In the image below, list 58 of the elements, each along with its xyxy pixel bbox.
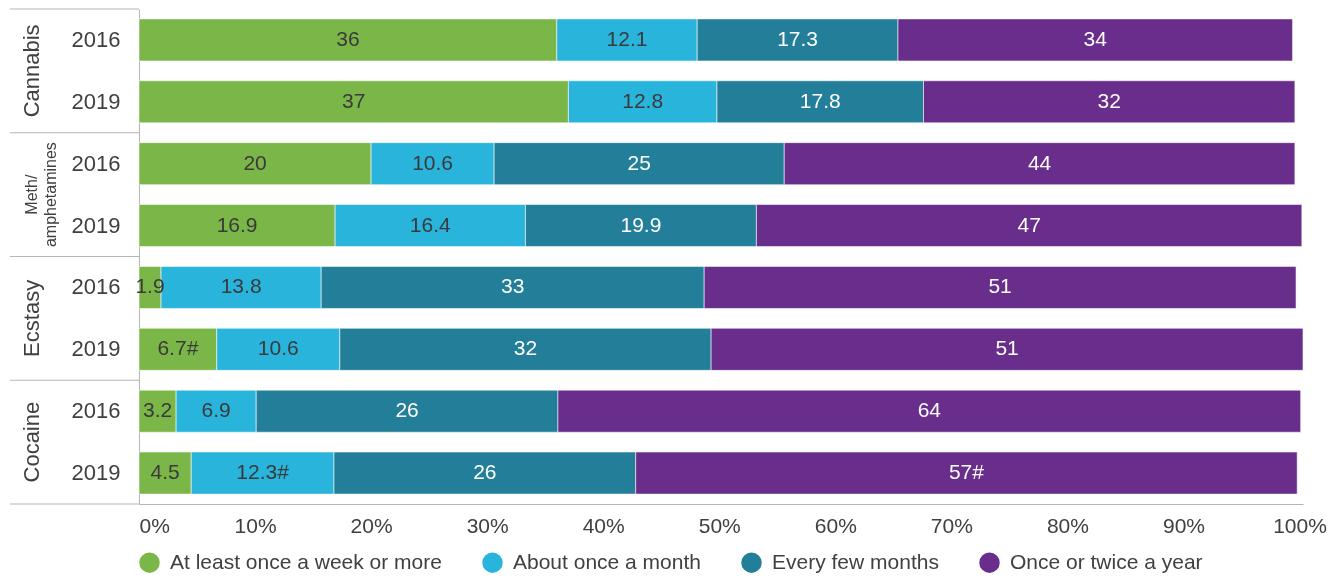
text: Cocaine — [19, 401, 44, 483]
x-tick-label: 20% — [350, 513, 393, 537]
y-tick-label: 2016 — [71, 398, 121, 424]
data-label: 25 — [627, 150, 651, 174]
data-label: 12.1 — [606, 26, 648, 50]
x-tick-label: 0% — [139, 513, 170, 537]
y-tick-label: 2019 — [71, 88, 121, 114]
data-label: 17.8 — [799, 88, 841, 112]
data-label: 12.8 — [622, 88, 664, 112]
y-tick-label: 2019 — [71, 336, 121, 362]
data-label: 3.2 — [142, 398, 173, 422]
data-label: 26 — [473, 460, 497, 484]
data-label: 44 — [1027, 150, 1052, 174]
data-label: 32 — [513, 336, 538, 360]
x-tick-label: 100% — [1273, 513, 1327, 537]
y-tick-label: 2016 — [71, 274, 121, 300]
data-label: 57# — [948, 460, 985, 484]
x-tick-label: 10% — [234, 513, 277, 537]
data-label: 34 — [1083, 26, 1108, 50]
data-label: 10.6 — [257, 336, 299, 360]
x-tick-label: 80% — [1046, 513, 1089, 537]
data-label: 64 — [917, 398, 942, 422]
data-label: 19.9 — [620, 212, 662, 236]
data-label: 10.6 — [412, 150, 454, 174]
data-label: 6.9 — [201, 398, 231, 422]
data-label: 12.3# — [236, 460, 290, 484]
x-tick-label: 50% — [698, 513, 741, 537]
data-label: 6.7# — [157, 336, 199, 360]
data-label: 32 — [1097, 88, 1121, 112]
data-label: 20 — [243, 150, 267, 174]
legend-label: Once or twice a year — [1010, 549, 1203, 573]
text: Meth/amphetamines — [23, 142, 59, 248]
y-tick-label: 2019 — [71, 212, 121, 238]
data-label: 17.3 — [777, 26, 819, 50]
legend-label: About once a month — [513, 549, 701, 573]
data-label: 37 — [342, 88, 366, 112]
x-tick-label: 60% — [814, 513, 857, 537]
data-label: 4.5 — [150, 460, 180, 484]
x-tick-label: 70% — [930, 513, 973, 537]
data-label: 51 — [995, 336, 1019, 360]
data-label: 33 — [501, 274, 525, 298]
text: Cannabis — [19, 24, 44, 118]
x-tick-label: 90% — [1162, 513, 1205, 537]
data-label: 47 — [1017, 212, 1041, 236]
data-label: 13.8 — [220, 274, 262, 298]
data-label: 36 — [336, 26, 360, 50]
data-label: 26 — [395, 398, 419, 422]
text: Ecstasy — [19, 279, 44, 357]
legend-label: Every few months — [772, 549, 939, 573]
y-tick-label: 2016 — [71, 26, 121, 52]
data-label: 51 — [988, 274, 1012, 298]
x-tick-label: 40% — [582, 513, 625, 537]
x-tick-label: 30% — [466, 513, 509, 537]
data-label: 16.4 — [409, 212, 452, 236]
legend-label: At least once a week or more — [170, 549, 442, 573]
data-label: 16.9 — [216, 212, 258, 236]
y-tick-label: 2016 — [71, 150, 121, 176]
y-tick-label: 2019 — [71, 460, 121, 486]
